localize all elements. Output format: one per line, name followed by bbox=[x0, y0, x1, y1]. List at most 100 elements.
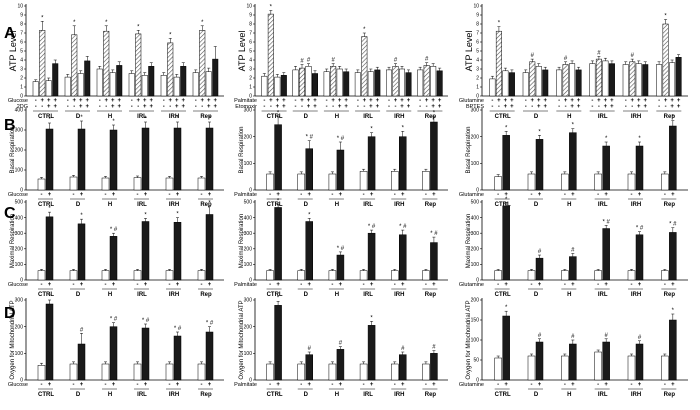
bar bbox=[292, 69, 299, 97]
bar bbox=[148, 66, 155, 97]
bar bbox=[602, 145, 610, 191]
significance-mark: * bbox=[402, 125, 405, 131]
condition-label: IRL bbox=[598, 114, 608, 120]
treatment-sign: - bbox=[169, 104, 171, 110]
significance-mark: # bbox=[300, 59, 304, 65]
bar bbox=[330, 66, 337, 97]
treatment-sign: + bbox=[72, 98, 76, 104]
condition-label: D bbox=[76, 392, 81, 398]
bar bbox=[274, 207, 282, 281]
bar bbox=[77, 343, 86, 381]
y-axis-title: Maximal Respiration bbox=[466, 214, 472, 268]
bar bbox=[556, 69, 563, 97]
treatment-sign: - bbox=[564, 192, 566, 198]
y-tick-label: 0 bbox=[249, 378, 252, 384]
y-tick-label: 300 bbox=[471, 108, 480, 114]
treatment-sign: + bbox=[510, 98, 514, 104]
condition-label: IRL bbox=[137, 392, 147, 398]
treatment-sign: - bbox=[41, 382, 43, 388]
treatment-sign: + bbox=[282, 98, 286, 104]
bar bbox=[205, 127, 214, 191]
treatment-sign: + bbox=[643, 98, 647, 104]
treatment-sign: + bbox=[85, 98, 89, 104]
treatment-sign: - bbox=[295, 104, 297, 110]
bar bbox=[45, 303, 54, 381]
treatment-sign: - bbox=[363, 192, 365, 198]
treatment-sign: - bbox=[491, 104, 493, 110]
bar bbox=[328, 173, 337, 191]
y-tick-label: 0 bbox=[20, 278, 23, 284]
treatment-sign: + bbox=[80, 382, 84, 388]
treatment-sign: + bbox=[307, 98, 311, 104]
bar bbox=[212, 58, 219, 97]
bar bbox=[417, 69, 424, 97]
treatment-sign: - bbox=[131, 104, 133, 110]
bar bbox=[569, 63, 576, 97]
treatment-sign: + bbox=[276, 192, 280, 198]
y-tick-label: 100 bbox=[15, 351, 24, 357]
treatment-sign: + bbox=[664, 98, 668, 104]
y-tick-label: 300 bbox=[244, 231, 253, 237]
treatment-sign: - bbox=[631, 282, 633, 288]
treatment-sign: + bbox=[48, 382, 52, 388]
bar bbox=[662, 23, 669, 97]
treatment-label: Etomoxir bbox=[235, 104, 257, 110]
y-tick-label: 300 bbox=[244, 108, 253, 114]
bar bbox=[133, 363, 142, 381]
treatment-sign: - bbox=[388, 104, 390, 110]
y-tick-label: 1 bbox=[476, 85, 479, 91]
y-tick-label: 200 bbox=[471, 298, 480, 304]
treatment-sign: + bbox=[671, 192, 675, 198]
treatment-sign: + bbox=[307, 192, 311, 198]
treatment-sign: - bbox=[498, 104, 500, 110]
treatment-sign: + bbox=[338, 98, 342, 104]
y-tick-label: 5 bbox=[476, 49, 479, 55]
treatment-sign: + bbox=[610, 104, 614, 110]
bar bbox=[436, 70, 443, 97]
bar bbox=[305, 66, 312, 97]
bar bbox=[661, 173, 669, 191]
treatment-sign: + bbox=[208, 192, 212, 198]
bar bbox=[199, 30, 206, 97]
y-axis-title: Oxygen for Mitochondrial ATP bbox=[10, 300, 16, 379]
condition-label: IRH bbox=[631, 114, 641, 120]
treatment-sign: + bbox=[677, 98, 681, 104]
bar bbox=[305, 221, 313, 281]
treatment-sign: + bbox=[208, 282, 212, 288]
treatment-sign: + bbox=[176, 382, 180, 388]
treatment-sign: + bbox=[307, 104, 311, 110]
bar bbox=[205, 214, 214, 281]
treatment-sign: + bbox=[339, 382, 343, 388]
condition-label: IRH bbox=[394, 292, 404, 298]
treatment-sign: - bbox=[625, 98, 627, 104]
treatment-sign: - bbox=[137, 282, 139, 288]
condition-label: IRH bbox=[169, 392, 179, 398]
significance-mark: # bbox=[531, 53, 535, 59]
bar bbox=[71, 34, 78, 97]
bar bbox=[527, 355, 536, 381]
bar bbox=[542, 69, 549, 97]
significance-mark: # bbox=[80, 327, 84, 333]
bar bbox=[274, 76, 281, 97]
condition-label: IRH bbox=[631, 202, 641, 208]
condition-label: CTRL bbox=[38, 292, 54, 298]
bar bbox=[165, 177, 174, 191]
significance-mark: # bbox=[331, 58, 335, 64]
treatment-sign: + bbox=[117, 98, 121, 104]
treatment-label: 2DG bbox=[17, 104, 28, 110]
y-tick-label: 4 bbox=[249, 58, 252, 64]
treatment-sign: - bbox=[591, 98, 593, 104]
treatment-sign: - bbox=[163, 98, 165, 104]
treatment-sign: - bbox=[395, 104, 397, 110]
treatment-sign: + bbox=[400, 98, 404, 104]
bar bbox=[608, 63, 615, 97]
treatment-label: Palmitate bbox=[234, 382, 257, 388]
condition-label: IRH bbox=[631, 292, 641, 298]
bar bbox=[192, 72, 199, 97]
significance-mark: # bbox=[571, 334, 575, 340]
treatment-label: Palmitate bbox=[234, 192, 257, 198]
treatment-sign: - bbox=[201, 192, 203, 198]
treatment-label: Glutamine bbox=[459, 282, 484, 288]
treatment-sign: - bbox=[332, 104, 334, 110]
treatment-sign: - bbox=[564, 282, 566, 288]
